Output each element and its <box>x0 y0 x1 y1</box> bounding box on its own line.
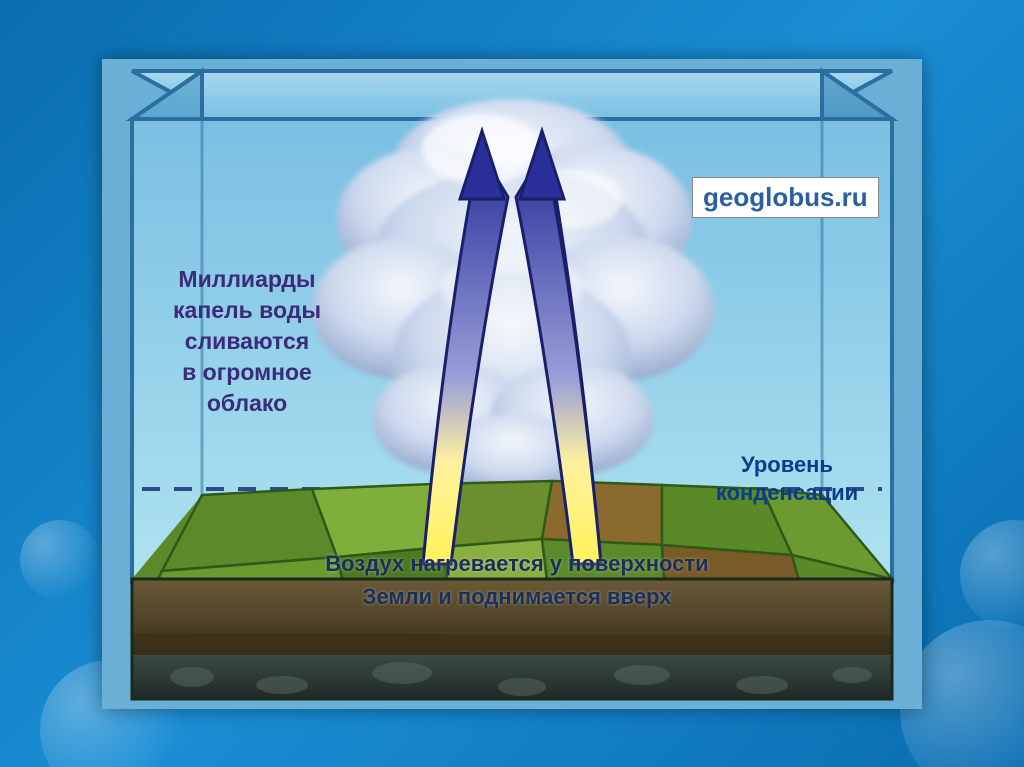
label-line: конденсации <box>692 479 882 508</box>
label-cloud-caption: Миллиарды капель воды сливаются в огромн… <box>157 264 337 419</box>
label-line: Воздух нагревается у поверхности <box>282 547 752 580</box>
label-line: в огромное <box>157 357 337 388</box>
diagram-frame: geoglobus.ru Миллиарды капель воды слива… <box>102 59 922 709</box>
label-line: облако <box>157 388 337 419</box>
label-condensation-level: Уровень конденсации <box>692 451 882 508</box>
label-line: Миллиарды <box>157 264 337 295</box>
bg-bubble <box>20 520 100 600</box>
label-heated-air: Воздух нагревается у поверхности Земли и… <box>282 547 752 613</box>
source-watermark: geoglobus.ru <box>692 177 879 218</box>
label-line: сливаются <box>157 326 337 357</box>
label-line: Земли и поднимается вверх <box>282 580 752 613</box>
bedrock-layer <box>132 655 892 699</box>
label-line: капель воды <box>157 295 337 326</box>
label-line: Уровень <box>692 451 882 480</box>
slide-background: geoglobus.ru Миллиарды капель воды слива… <box>0 0 1024 767</box>
bg-bubble <box>960 520 1024 630</box>
